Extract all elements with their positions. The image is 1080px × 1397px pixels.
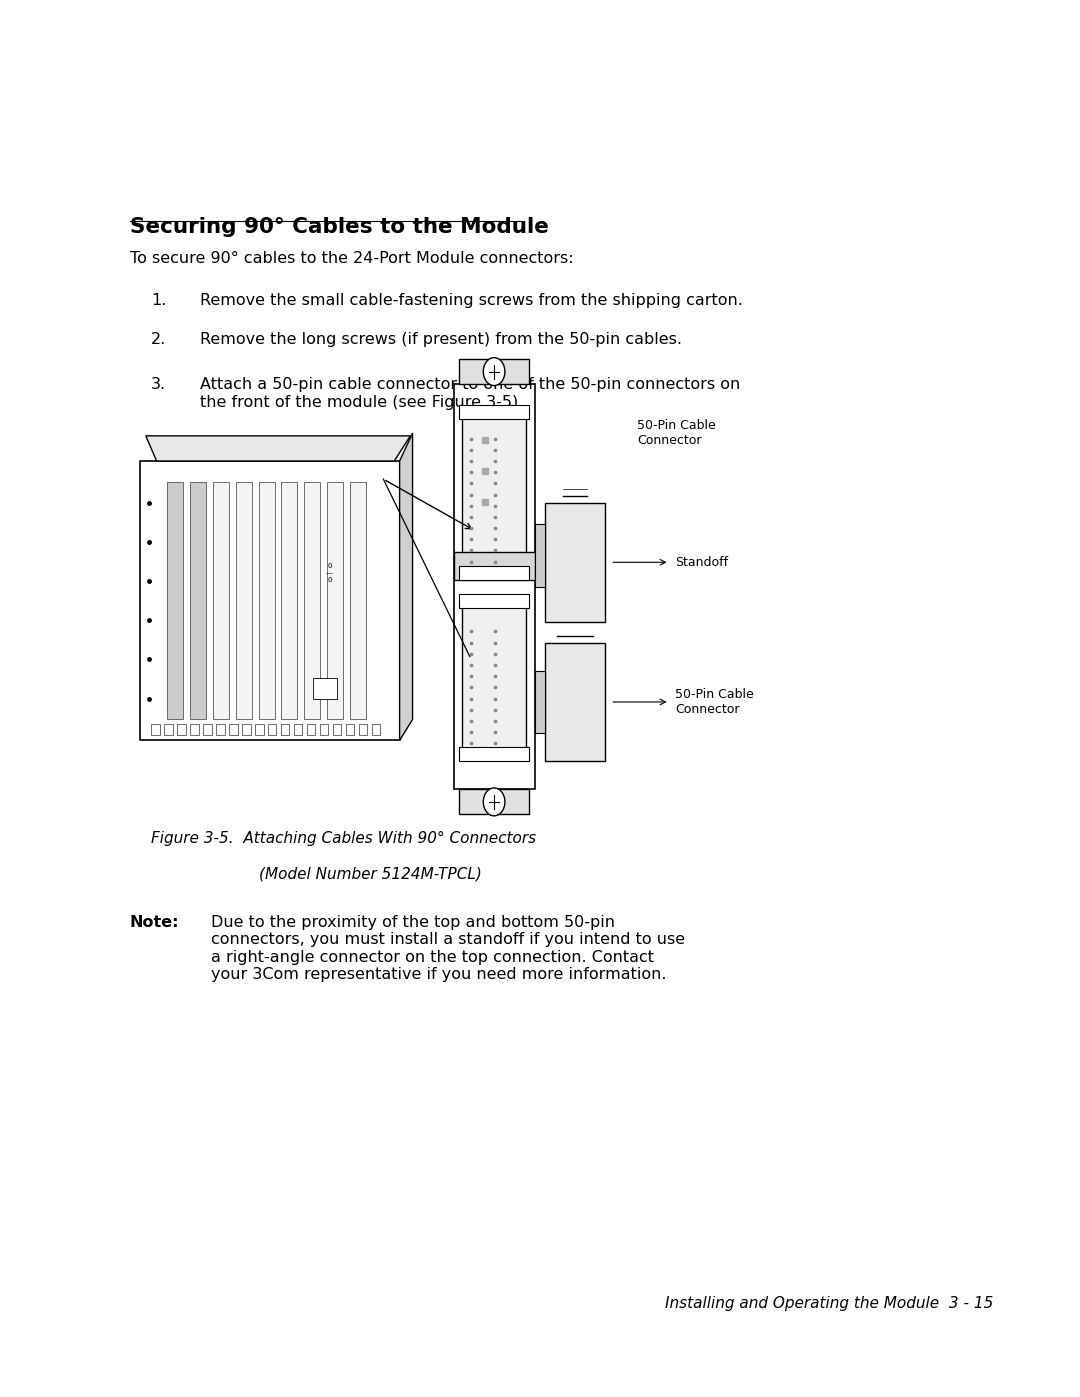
Text: 2.: 2. <box>151 332 166 348</box>
Bar <box>255 724 264 735</box>
Text: Securing 90° Cables to the Module: Securing 90° Cables to the Module <box>130 217 549 236</box>
Bar <box>545 643 605 761</box>
Text: Installing and Operating the Module  3 - 15: Installing and Operating the Module 3 - … <box>665 1296 994 1312</box>
Bar <box>359 724 367 735</box>
Bar <box>203 724 212 735</box>
Bar <box>190 482 206 719</box>
Bar <box>462 412 526 573</box>
Bar <box>282 482 297 719</box>
Text: Due to the proximity of the top and bottom 50-pin
connectors, you must install a: Due to the proximity of the top and bott… <box>211 915 685 982</box>
Bar <box>258 482 274 719</box>
Text: 0
—
0: 0 — 0 <box>326 563 333 583</box>
Bar <box>459 747 529 761</box>
Text: Standoff: Standoff <box>675 556 728 569</box>
Bar <box>459 359 529 384</box>
Bar <box>535 524 545 587</box>
Bar <box>459 566 529 580</box>
Bar <box>320 724 328 735</box>
Bar <box>462 601 526 754</box>
Bar <box>229 724 238 735</box>
Polygon shape <box>400 433 413 740</box>
Text: 50-Pin Cable
Connector: 50-Pin Cable Connector <box>675 687 754 717</box>
Bar <box>294 724 302 735</box>
Bar <box>454 384 535 789</box>
Text: To secure 90° cables to the 24-Port Module connectors:: To secure 90° cables to the 24-Port Modu… <box>130 251 573 267</box>
Bar <box>140 461 400 740</box>
Bar <box>459 789 529 814</box>
Bar <box>167 482 184 719</box>
Text: 3.: 3. <box>151 377 166 393</box>
Bar <box>459 594 529 608</box>
Bar <box>459 405 529 419</box>
Bar <box>313 678 337 698</box>
Bar <box>305 482 320 719</box>
Circle shape <box>483 358 504 386</box>
Bar <box>350 482 366 719</box>
Text: Attach a 50-pin cable connector to one of the 50-pin connectors on
the front of : Attach a 50-pin cable connector to one o… <box>200 377 740 409</box>
Bar <box>268 724 276 735</box>
Bar <box>545 503 605 622</box>
Bar <box>333 724 341 735</box>
Text: Note:: Note: <box>130 915 179 930</box>
Text: Figure 3-5.  Attaching Cables With 90° Connectors: Figure 3-5. Attaching Cables With 90° Co… <box>151 831 537 847</box>
Bar <box>242 724 251 735</box>
Bar <box>281 724 289 735</box>
Text: 1.: 1. <box>151 293 166 309</box>
Circle shape <box>483 788 504 816</box>
Bar <box>235 482 252 719</box>
Bar <box>190 724 199 735</box>
Text: (Model Number 5124M-TPCL): (Model Number 5124M-TPCL) <box>259 866 482 882</box>
Bar <box>216 724 225 735</box>
Bar <box>327 482 343 719</box>
Bar <box>213 482 229 719</box>
Bar <box>177 724 186 735</box>
Text: 50-Pin Cable
Connector: 50-Pin Cable Connector <box>637 419 716 447</box>
Bar <box>454 552 535 580</box>
Text: Remove the small cable-fastening screws from the shipping carton.: Remove the small cable-fastening screws … <box>200 293 743 309</box>
Bar <box>372 724 380 735</box>
Bar <box>151 724 160 735</box>
Bar <box>164 724 173 735</box>
Bar <box>535 671 545 733</box>
Polygon shape <box>146 436 410 461</box>
Bar <box>307 724 315 735</box>
Bar <box>346 724 354 735</box>
Text: Remove the long screws (if present) from the 50-pin cables.: Remove the long screws (if present) from… <box>200 332 681 348</box>
